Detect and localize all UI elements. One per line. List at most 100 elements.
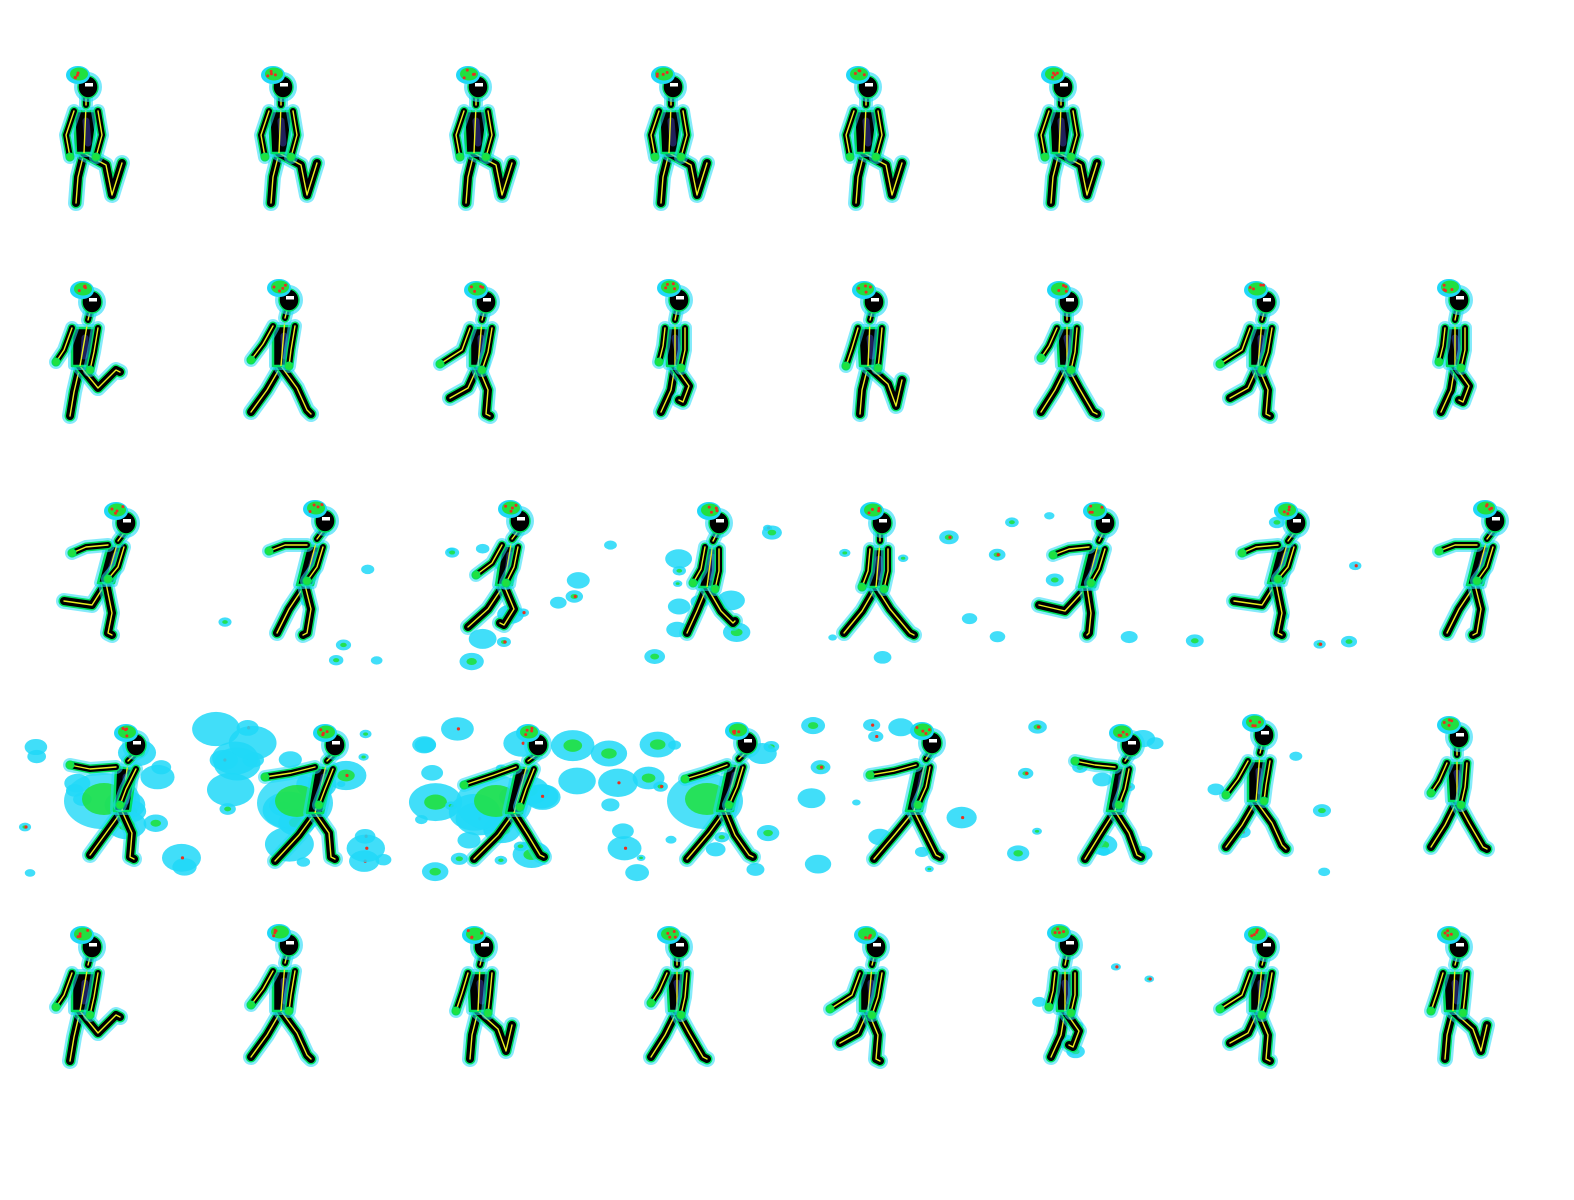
head (860, 502, 896, 538)
sprite-frame (254, 66, 325, 211)
hair-crest (854, 926, 878, 944)
head (725, 722, 761, 758)
sprite-frame (56, 502, 140, 643)
head (104, 502, 140, 538)
sprite-frame (192, 711, 392, 872)
eye (535, 741, 543, 745)
sprite-frame (839, 281, 910, 422)
sprite-frame (644, 66, 715, 211)
head (1109, 724, 1145, 760)
head (697, 502, 733, 538)
eye (1060, 83, 1068, 87)
sprite-frame (408, 717, 596, 882)
sprite-frame (243, 279, 319, 422)
head (462, 926, 498, 962)
head (1244, 281, 1280, 317)
sprite-frame (1424, 926, 1495, 1067)
motion-fx (797, 717, 977, 874)
motion-fx (590, 731, 780, 882)
hair-crest (697, 502, 721, 520)
head (516, 724, 552, 760)
sprite-frame (1034, 66, 1105, 211)
hair-crest (1244, 281, 1268, 299)
head (66, 66, 102, 102)
hair-crest (303, 500, 327, 518)
head (1274, 502, 1310, 538)
sprite-frame (49, 926, 128, 1069)
eye (89, 943, 97, 947)
eye (871, 298, 879, 302)
eye (123, 519, 131, 523)
hair-crest (516, 724, 540, 742)
hair-crest (725, 722, 749, 740)
eye (1128, 741, 1136, 745)
head (1244, 926, 1280, 962)
eye (1263, 943, 1271, 947)
eye (89, 298, 97, 302)
hair-crest (1437, 716, 1461, 734)
sprite-frame (1207, 714, 1332, 877)
head (1083, 502, 1119, 538)
head (114, 724, 150, 760)
sprite-frame (1423, 716, 1495, 857)
head (1437, 716, 1473, 752)
hair-crest (462, 926, 486, 944)
hair-crest (267, 924, 291, 942)
hair-crest (114, 724, 138, 742)
motion-fx (18, 738, 201, 877)
eye (322, 517, 330, 521)
hair-crest (464, 281, 488, 299)
eye (873, 943, 881, 947)
eye (1066, 941, 1074, 945)
hair-crest (498, 500, 522, 518)
hair-crest (1109, 724, 1133, 742)
eye (879, 519, 887, 523)
eye (1102, 519, 1110, 523)
hair-crest (1242, 714, 1266, 732)
sprite-frame (988, 502, 1138, 644)
sprite-frame (243, 924, 319, 1067)
sprite-frame (1432, 279, 1477, 420)
sprite-frame (18, 724, 201, 877)
head (1473, 500, 1509, 536)
sprite-frame (652, 279, 697, 420)
hair-crest (657, 279, 681, 297)
hair-crest (267, 279, 291, 297)
sprite-frame (1033, 281, 1105, 422)
hair-crest (104, 502, 128, 520)
sprite-frame (59, 66, 130, 211)
hair-crest (1244, 926, 1268, 944)
eye (85, 83, 93, 87)
sprite-frame (1185, 502, 1362, 649)
hair-crest (70, 281, 94, 299)
eye (280, 83, 288, 87)
head (456, 66, 492, 102)
hair-crest (651, 66, 675, 84)
sprite-frame (433, 281, 500, 424)
head (1437, 926, 1473, 962)
head (70, 926, 106, 962)
eye (716, 519, 724, 523)
eye (286, 296, 294, 300)
sprite-frame (828, 502, 978, 664)
eye (865, 83, 873, 87)
eye (929, 739, 937, 743)
sprite-frame (590, 722, 780, 882)
sprite-frame (218, 500, 383, 666)
head (303, 500, 339, 536)
head (1047, 281, 1083, 317)
sprite-frame (1432, 500, 1509, 643)
eye (1456, 733, 1464, 737)
sprite-frame (839, 66, 910, 211)
head (852, 281, 888, 317)
hair-crest (846, 66, 870, 84)
eye (332, 741, 340, 745)
eye (483, 298, 491, 302)
eye (1066, 298, 1074, 302)
sprite-frame (823, 926, 890, 1069)
hair-crest (852, 281, 876, 299)
hair-crest (66, 66, 90, 84)
sprite-frame (604, 502, 782, 664)
eye (1456, 943, 1464, 947)
head (498, 500, 534, 536)
